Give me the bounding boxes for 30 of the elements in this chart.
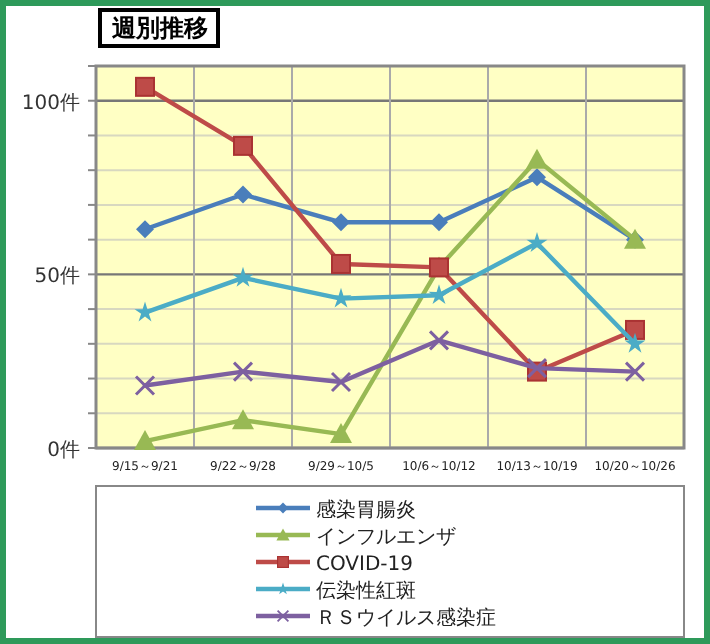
- y-tick-label: 100件: [21, 92, 80, 115]
- point: [331, 253, 351, 274]
- point: [134, 430, 156, 451]
- point: [330, 423, 352, 444]
- point: [528, 168, 546, 187]
- point: [428, 284, 450, 305]
- point: [232, 361, 254, 383]
- point: [135, 76, 155, 97]
- point: [624, 361, 646, 383]
- point: [526, 148, 548, 169]
- legend-label: ＲＳウイルス感染症: [316, 606, 496, 630]
- point: [330, 371, 352, 393]
- point: [332, 213, 350, 232]
- legend-label: 伝染性紅斑: [316, 579, 416, 603]
- point: [232, 409, 254, 430]
- legend-label: インフルエンザ: [316, 527, 456, 549]
- point: [526, 232, 548, 253]
- point: [232, 266, 254, 287]
- point: [134, 374, 156, 396]
- point: [430, 213, 448, 232]
- chart-title: 週別推移: [110, 14, 208, 42]
- point: [233, 135, 253, 156]
- legend-label: 感染胃腸炎: [316, 498, 416, 522]
- point: [234, 185, 252, 204]
- legend-label: COVID-19: [316, 554, 414, 576]
- point: [624, 332, 646, 353]
- y-tick-label: 0件: [47, 440, 80, 462]
- point: [136, 220, 154, 239]
- point: [428, 329, 450, 351]
- y-tick-label: 50件: [34, 266, 80, 289]
